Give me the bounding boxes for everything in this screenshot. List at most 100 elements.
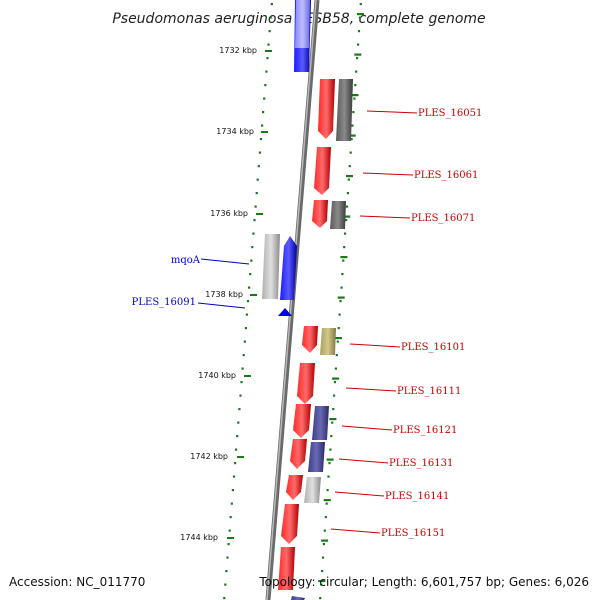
gene-PLES_16071[interactable] <box>312 200 328 228</box>
gene-label[interactable]: PLES_16051 <box>418 108 482 119</box>
tick-mark <box>256 178 259 181</box>
tick-mark <box>321 570 324 573</box>
tick-mark <box>231 489 234 492</box>
tick-mark <box>259 138 263 141</box>
tick-mark <box>257 165 260 168</box>
tick-mark <box>249 273 252 276</box>
tick-mark <box>345 219 348 222</box>
gene-block[interactable] <box>291 596 305 600</box>
tick-mark <box>326 489 329 492</box>
gene-PLES_16061[interactable] <box>314 147 331 195</box>
tick-mark <box>357 30 361 33</box>
kbp-label: 1734 kbp <box>216 127 254 136</box>
gene-label[interactable]: PLES_16111 <box>397 386 461 397</box>
gene-block[interactable] <box>330 201 346 229</box>
tick-mark <box>240 381 243 384</box>
tick-mark <box>335 354 338 357</box>
gene-block[interactable] <box>304 477 321 503</box>
tick-mark <box>268 30 271 33</box>
tick-mark <box>262 111 265 114</box>
tick-mark <box>245 313 248 316</box>
gene-features <box>262 0 353 600</box>
tick-mark <box>359 3 362 6</box>
gene-label[interactable]: PLES_16091 <box>132 297 196 308</box>
gene-PLES_16141[interactable] <box>286 475 303 500</box>
gene-label[interactable]: PLES_16151 <box>381 528 445 539</box>
gene-block[interactable] <box>295 0 310 48</box>
tick-mark <box>355 70 358 73</box>
gene-label[interactable]: PLES_16061 <box>414 170 478 181</box>
tick-mark <box>333 381 337 384</box>
gene-PLES_16131[interactable] <box>290 439 307 469</box>
tick-mark <box>263 97 266 100</box>
tick-mark <box>336 340 339 343</box>
tick-mark <box>253 219 256 222</box>
tick-mark <box>322 543 325 546</box>
tick-mark <box>351 124 354 127</box>
kbp-label: 1732 kbp <box>219 46 257 55</box>
topology-text: Topology: circular; Length: 6,601,757 bp… <box>258 575 589 589</box>
tick-major <box>323 499 331 502</box>
gene-PLES_16051[interactable] <box>318 79 335 139</box>
tick-mark <box>230 502 233 505</box>
kbp-label: 1744 kbp <box>180 533 218 542</box>
tick-major <box>351 94 359 97</box>
tick-mark <box>254 205 257 208</box>
tick-mark <box>228 529 231 532</box>
tick-mark <box>332 408 335 411</box>
gene-block[interactable] <box>262 234 280 299</box>
tick-track <box>223 3 364 600</box>
gene-PLES_16151[interactable] <box>281 504 299 544</box>
tick-mark <box>350 138 353 141</box>
gene-block[interactable] <box>320 328 336 355</box>
tick-mark <box>333 394 336 397</box>
gene-PLES_16121[interactable] <box>293 404 311 438</box>
gene-label[interactable]: PLES_16121 <box>393 425 457 436</box>
gene-mqoA[interactable] <box>280 236 297 300</box>
gene-PLES_16101[interactable] <box>302 326 318 353</box>
gene-block[interactable] <box>312 406 329 440</box>
tick-mark <box>357 43 360 46</box>
tick-mark <box>340 286 343 289</box>
gene-block[interactable] <box>336 79 353 141</box>
tick-mark <box>237 421 240 424</box>
tick-mark <box>236 435 239 438</box>
tick-mark <box>337 327 340 330</box>
gene-label[interactable]: PLES_16101 <box>401 342 465 353</box>
gene-label[interactable]: mqoA <box>171 255 201 266</box>
tick-major <box>337 296 345 299</box>
label-leaders <box>197 110 418 534</box>
tick-mark <box>251 246 254 249</box>
gene-label[interactable]: PLES_16141 <box>385 491 449 502</box>
tick-mark <box>323 529 326 532</box>
tick-mark <box>353 97 356 100</box>
gene-PLES_16091[interactable] <box>278 308 292 316</box>
tick-mark <box>266 57 269 60</box>
tick-mark <box>341 273 344 276</box>
tick-mark <box>348 165 351 168</box>
tick-mark <box>321 556 325 559</box>
gene-block[interactable] <box>278 547 295 590</box>
tick-mark <box>344 232 347 235</box>
tick-mark <box>339 300 342 303</box>
tick-mark <box>324 516 327 519</box>
tick-mark <box>223 597 226 600</box>
gene-label[interactable]: PLES_16071 <box>411 213 475 224</box>
tick-major <box>343 215 351 218</box>
tick-mark <box>248 286 251 289</box>
tick-mark <box>345 205 349 208</box>
gene-label[interactable]: PLES_16131 <box>389 458 453 469</box>
tick-mark <box>235 448 238 451</box>
tick-mark <box>329 448 332 451</box>
tick-mark <box>330 435 333 438</box>
gene-block[interactable] <box>308 442 325 472</box>
tick-mark <box>343 246 346 249</box>
tick-major <box>318 580 326 583</box>
tick-mark <box>319 597 322 600</box>
gene-PLES_16111[interactable] <box>297 363 315 404</box>
tick-mark <box>325 502 328 505</box>
tick-mark <box>255 192 258 195</box>
tick-major <box>329 418 337 421</box>
tick-mark <box>338 313 341 316</box>
